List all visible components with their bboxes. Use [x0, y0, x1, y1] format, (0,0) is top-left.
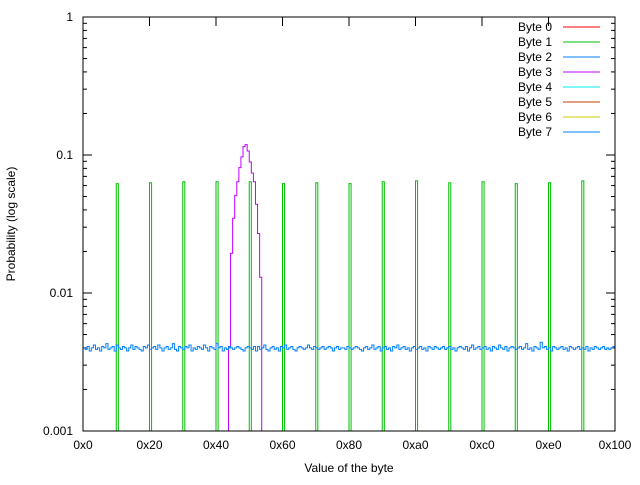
x-tick-label: 0xe0	[535, 438, 561, 452]
x-tick-label: 0x40	[203, 438, 229, 452]
legend-label: Byte 6	[518, 110, 552, 124]
x-tick-label: 0xa0	[402, 438, 428, 452]
y-tick-label: 0.001	[43, 424, 73, 438]
legend-label: Byte 4	[518, 80, 552, 94]
x-tick-label: 0x80	[336, 438, 362, 452]
legend-label: Byte 0	[518, 20, 552, 34]
x-tick-label: 0x100	[599, 438, 632, 452]
y-tick-label: 1	[66, 10, 73, 24]
legend-label: Byte 2	[518, 50, 552, 64]
y-tick-label: 0.1	[56, 148, 73, 162]
x-tick-label: 0x0	[73, 438, 93, 452]
series-byte-1-line	[83, 180, 615, 432]
y-axis-label: Probability (log scale)	[4, 167, 18, 282]
plot-area	[83, 144, 615, 432]
y-tick-label: 0.01	[50, 286, 74, 300]
legend-label: Byte 7	[518, 125, 552, 139]
x-tick-label: 0x60	[269, 438, 295, 452]
x-axis-label: Value of the byte	[304, 461, 394, 475]
legend-label: Byte 5	[518, 95, 552, 109]
legend-label: Byte 3	[518, 65, 552, 79]
plot-border	[82, 16, 616, 432]
series-byte-7-line	[83, 341, 615, 352]
x-tick-label: 0x20	[136, 438, 162, 452]
legend-label: Byte 1	[518, 35, 552, 49]
x-tick-label: 0xc0	[469, 438, 495, 452]
